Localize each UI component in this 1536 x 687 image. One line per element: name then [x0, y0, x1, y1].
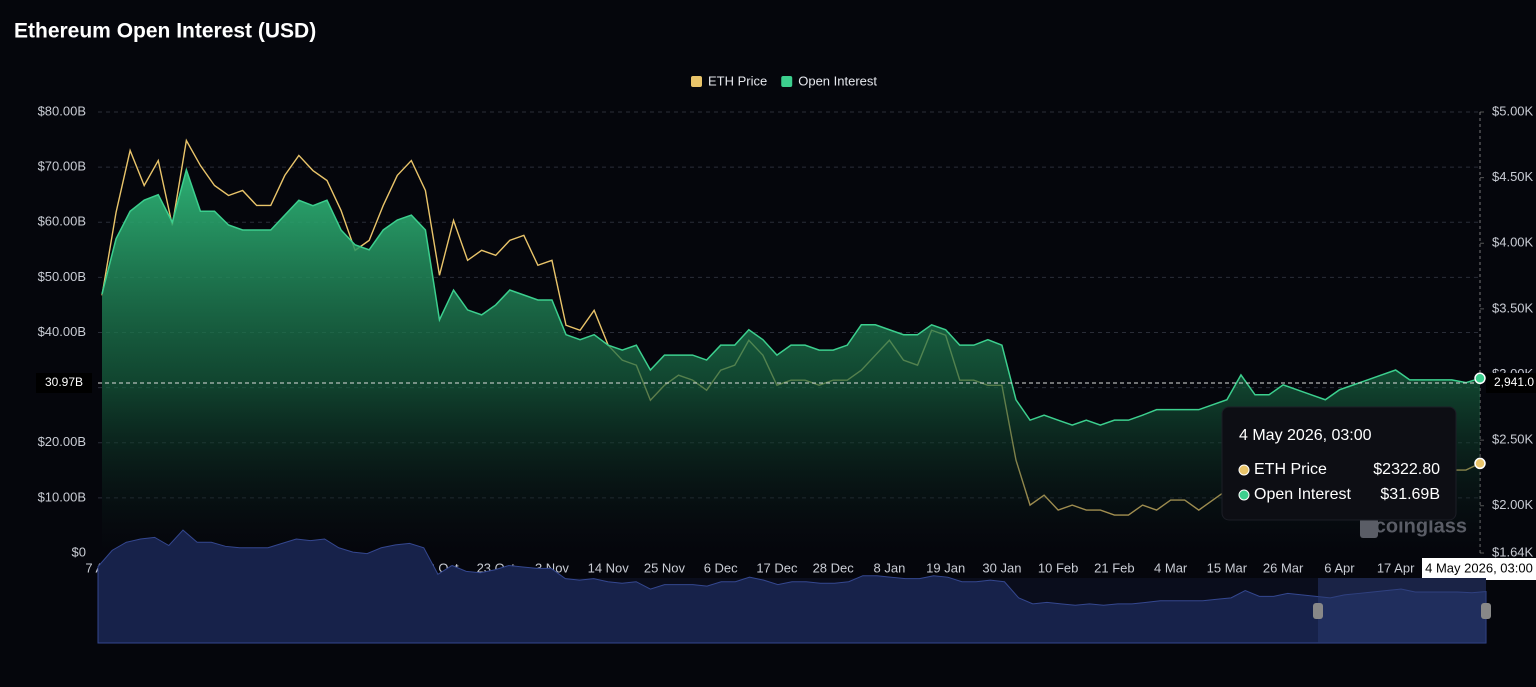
- x-tick-label: 4 Mar: [1154, 560, 1188, 575]
- crosshair-y-label: 30.97B: [45, 375, 83, 389]
- tooltip-value: $31.69B: [1380, 486, 1440, 503]
- legend: ETH Price Open Interest: [691, 73, 877, 88]
- x-tick-label: 15 Mar: [1207, 560, 1248, 575]
- x-tick-label: 17 Dec: [756, 560, 798, 575]
- x-tick-label: 30 Jan: [982, 560, 1021, 575]
- end-marker: [1474, 457, 1486, 470]
- x-tick-label: 26 Mar: [1263, 560, 1304, 575]
- tooltip-value: $2322.80: [1373, 461, 1440, 478]
- x-tick-label: 6 Apr: [1324, 560, 1355, 575]
- crosshair-y-box: [36, 373, 92, 393]
- legend-label: Open Interest: [798, 73, 877, 88]
- watermark-icon: [1360, 518, 1378, 538]
- legend-swatch: [781, 76, 793, 87]
- end-marker: [1474, 372, 1486, 385]
- tooltip-name: ETH Price: [1254, 461, 1327, 478]
- x-tick-label: 17 Apr: [1377, 560, 1415, 575]
- y2-tick-label: $2.00K: [1492, 497, 1534, 512]
- y2-tick-label: $1.64K: [1492, 544, 1534, 559]
- crosshair-y2-label: 2,941.0: [1494, 375, 1534, 389]
- x-tick-label: 14 Nov: [588, 560, 630, 575]
- navigator-area: [97, 529, 1487, 644]
- y2-tick-label: $4.50K: [1492, 169, 1534, 184]
- y-tick-label: $50.00B: [38, 269, 86, 284]
- tooltip: [1221, 406, 1457, 521]
- x-tick-label: 10 Feb: [1038, 560, 1078, 575]
- x-tick-label: 8 Jan: [874, 560, 906, 575]
- navigator-window: [1318, 578, 1486, 643]
- y-tick-label: $70.00B: [38, 159, 86, 174]
- y2-tick-label: $5.00K: [1492, 103, 1534, 118]
- navigator-handle: [1313, 603, 1323, 619]
- y2-tick-label: $3.50K: [1492, 300, 1534, 315]
- tooltip-title: 4 May 2026, 03:00: [1239, 427, 1372, 444]
- y2-tick-label: $4.00K: [1492, 235, 1534, 250]
- y-tick-label: $0: [72, 544, 86, 559]
- tooltip-dot: [1238, 489, 1250, 501]
- x-tick-label: 19 Jan: [926, 560, 965, 575]
- navigator-handle: [1481, 603, 1491, 619]
- x-tick-label: 28 Dec: [813, 560, 855, 575]
- x-tick-label: 25 Nov: [644, 560, 686, 575]
- y-tick-label: $60.00B: [38, 214, 86, 229]
- legend-swatch: [691, 76, 702, 87]
- x-tick-label: 21 Feb: [1094, 560, 1134, 575]
- y2-tick-label: $2.50K: [1492, 432, 1534, 447]
- crosshair-y2-box: [1486, 373, 1536, 393]
- area-line: [101, 167, 1481, 426]
- area-fill: [102, 169, 1480, 553]
- y-tick-label: $40.00B: [38, 324, 86, 339]
- x-tick-label: 6 Dec: [704, 560, 738, 575]
- y-tick-label: $20.00B: [38, 434, 86, 449]
- tooltip-dot: [1238, 464, 1250, 476]
- y-tick-label: $80.00B: [38, 103, 86, 118]
- watermark: coinglass: [1375, 515, 1467, 537]
- x-crosshair-label: 4 May 2026, 03:00: [1425, 560, 1533, 575]
- tooltip-name: Open Interest: [1254, 486, 1352, 503]
- legend-label: ETH Price: [708, 73, 767, 88]
- y-tick-label: $10.00B: [38, 489, 86, 504]
- x-crosshair-box: [1422, 558, 1536, 580]
- chart-title: Ethereum Open Interest (USD): [14, 20, 316, 43]
